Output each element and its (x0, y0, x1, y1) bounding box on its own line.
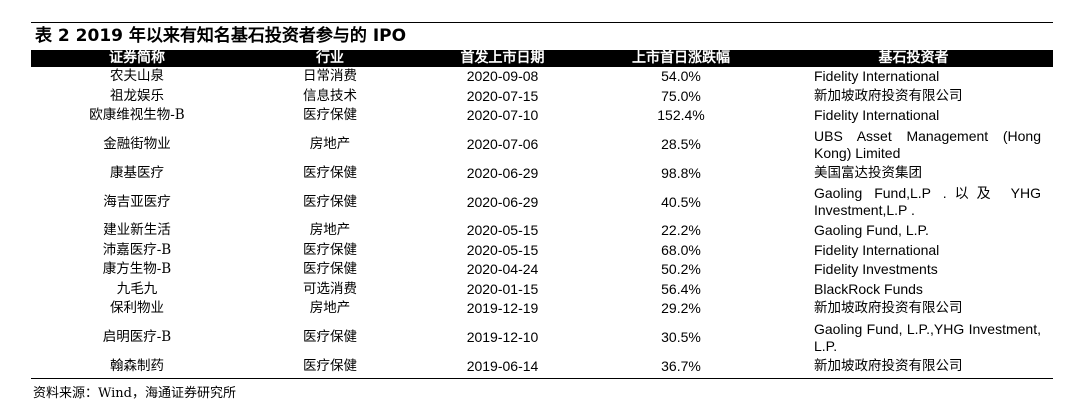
header-industry: 行业 (243, 50, 417, 67)
cell-investor: 新加坡政府投资有限公司 (814, 300, 963, 317)
bottom-rule (31, 378, 1053, 379)
cell-industry: 医疗保健 (303, 107, 357, 124)
table-row: 农夫山泉 日常消费 2020-09-08 54.0% Fidelity Inte… (31, 67, 1053, 87)
cell-date: 2020-06-29 (466, 193, 539, 210)
cell-name: 农夫山泉 (110, 68, 164, 85)
cell-investor: Gaoling Fund, L.P. (814, 222, 929, 239)
table-row: 祖龙娱乐 信息技术 2020-07-15 75.0% 新加坡政府投资有限公司 (31, 87, 1053, 107)
cell-investor: Fidelity International (814, 68, 940, 85)
cell-date: 2019-06-14 (466, 357, 539, 374)
cell-date: 2020-05-15 (466, 241, 539, 258)
cell-name: 沛嘉医疗-B (102, 241, 172, 258)
cell-industry: 可选消费 (303, 280, 357, 297)
table-row: 金融街物业 房地产 2020-07-06 28.5% UBS Asset Man… (31, 126, 1053, 164)
header-cornerstone-investor: 基石投资者 (774, 50, 1053, 67)
table-row: 建业新生活 房地产 2020-05-15 22.2% Gaoling Fund,… (31, 221, 1053, 241)
cell-change: 30.5% (661, 329, 701, 345)
cell-industry: 医疗保健 (303, 261, 357, 278)
cell-name: 海吉亚医疗 (103, 193, 171, 210)
cell-name: 启明医疗-B (102, 329, 172, 345)
ipo-table: 证券简称 行业 首发上市日期 上市首日涨跌幅 基石投资者 农夫山泉 日常消费 2… (31, 50, 1053, 376)
table-row: 启明医疗-B 医疗保健 2019-12-10 30.5% Gaoling Fun… (31, 319, 1053, 357)
table-row: 康方生物-B 医疗保健 2020-04-24 50.2% Fidelity In… (31, 260, 1053, 280)
cell-name: 金融街物业 (103, 136, 171, 152)
table-row: 保利物业 房地产 2019-12-19 29.2% 新加坡政府投资有限公司 (31, 299, 1053, 319)
cell-date: 2020-06-29 (466, 164, 539, 181)
cell-name: 建业新生活 (103, 222, 171, 239)
cell-industry: 医疗保健 (303, 329, 357, 345)
cell-investor: Fidelity International (814, 107, 940, 124)
cell-industry: 日常消费 (303, 68, 357, 85)
cell-investor: Fidelity International (814, 241, 940, 258)
cell-date: 2020-01-15 (466, 280, 539, 297)
cell-change: 28.5% (661, 136, 701, 152)
cell-investor: 新加坡政府投资有限公司 (814, 87, 963, 104)
source-note: 资料来源：Wind，海通证券研究所 (33, 386, 236, 401)
header-first-day-change: 上市首日涨跌幅 (588, 50, 774, 67)
cell-name: 康基医疗 (110, 164, 164, 181)
cell-change: 40.5% (661, 193, 701, 210)
header-security-name: 证券简称 (31, 50, 243, 67)
cell-date: 2020-05-15 (466, 222, 539, 239)
cell-date: 2020-07-10 (466, 107, 539, 124)
cell-change: 68.0% (661, 241, 701, 258)
cell-name: 康方生物-B (102, 261, 172, 278)
header-listing-date: 首发上市日期 (417, 50, 588, 67)
cell-investor: 新加坡政府投资有限公司 (814, 357, 963, 374)
cell-name: 祖龙娱乐 (110, 87, 164, 104)
cell-industry: 医疗保健 (303, 241, 357, 258)
cell-investor: 美国富达投资集团 (814, 164, 922, 181)
cell-change: 75.0% (661, 87, 701, 104)
table-row: 翰森制药 医疗保健 2019-06-14 36.7% 新加坡政府投资有限公司 (31, 357, 1053, 377)
cell-change: 152.4% (657, 107, 705, 124)
cell-change: 54.0% (661, 68, 701, 85)
table-title: 表 2 2019 年以来有知名基石投资者参与的 IPO (35, 26, 407, 46)
cell-change: 22.2% (661, 222, 701, 239)
cell-date: 2020-07-15 (466, 87, 539, 104)
cell-industry: 房地产 (309, 136, 351, 152)
cell-investor: Fidelity Investments (814, 261, 938, 278)
cell-date: 2020-09-08 (466, 68, 539, 85)
cell-name: 欧康维视生物-B (89, 107, 185, 124)
table-row: 沛嘉医疗-B 医疗保健 2020-05-15 68.0% Fidelity In… (31, 241, 1053, 261)
cell-name: 九毛九 (116, 280, 158, 297)
cell-date: 2020-04-24 (466, 261, 539, 278)
cell-investor: Gaoling Fund, L.P.,YHG Investment, L.P. (814, 320, 1041, 354)
cell-date: 2020-07-06 (466, 136, 539, 152)
table-row: 海吉亚医疗 医疗保健 2020-06-29 40.5% Gaoling Fund… (31, 183, 1053, 221)
table-row: 康基医疗 医疗保健 2020-06-29 98.8% 美国富达投资集团 (31, 164, 1053, 184)
cell-date: 2019-12-10 (466, 329, 539, 345)
cell-change: 36.7% (661, 357, 701, 374)
cell-date: 2019-12-19 (466, 300, 539, 317)
cell-name: 翰森制药 (110, 357, 164, 374)
cell-name: 保利物业 (110, 300, 164, 317)
cell-industry: 医疗保健 (303, 357, 357, 374)
cell-industry: 房地产 (309, 222, 351, 239)
cell-change: 50.2% (661, 261, 701, 278)
cell-change: 98.8% (661, 164, 701, 181)
cell-industry: 医疗保健 (303, 164, 357, 181)
header-row: 证券简称 行业 首发上市日期 上市首日涨跌幅 基石投资者 (31, 50, 1053, 67)
cell-investor: UBS Asset Management (Hong Kong) Limited (814, 127, 1041, 161)
cell-investor: BlackRock Funds (814, 280, 923, 297)
table-row: 九毛九 可选消费 2020-01-15 56.4% BlackRock Fund… (31, 280, 1053, 300)
cell-industry: 信息技术 (303, 87, 357, 104)
cell-industry: 房地产 (309, 300, 351, 317)
cell-change: 29.2% (661, 300, 701, 317)
cell-industry: 医疗保健 (303, 193, 357, 210)
cell-investor: Gaoling Fund,L.P .以及 YHG Investment,L.P … (814, 185, 1041, 218)
cell-change: 56.4% (661, 280, 701, 297)
table-row: 欧康维视生物-B 医疗保健 2020-07-10 152.4% Fidelity… (31, 106, 1053, 126)
table-container: 表 2 2019 年以来有知名基石投资者参与的 IPO 证券简称 行业 首发上市… (31, 22, 1053, 401)
top-rule (31, 22, 1053, 23)
